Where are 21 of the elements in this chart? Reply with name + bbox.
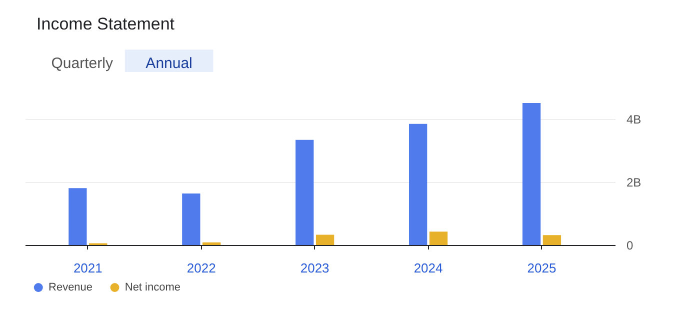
y-tick-label: 2B	[626, 175, 642, 190]
text: Quarterly	[51, 55, 114, 72]
x-tick-label: 2024	[414, 260, 443, 276]
bar	[296, 140, 314, 246]
y-tick-label: 4B	[626, 112, 642, 126]
chart-title: Income Statement	[36, 14, 175, 34]
x-tick-label: 2022	[186, 260, 216, 276]
y-tick-label: 0	[626, 238, 634, 252]
x-tick-label: 2023	[300, 260, 330, 276]
x-tick-label: 2021	[73, 260, 102, 276]
bar	[182, 193, 200, 246]
bar	[522, 103, 541, 246]
x-tick-label: 2025	[527, 260, 556, 276]
bar	[429, 232, 448, 246]
legend-label: Revenue	[48, 282, 93, 294]
bar	[409, 124, 428, 246]
legend-label: Net income	[124, 282, 181, 294]
bar	[542, 235, 562, 246]
bar	[316, 234, 334, 246]
text: Annual	[146, 55, 192, 72]
bar	[68, 188, 87, 246]
